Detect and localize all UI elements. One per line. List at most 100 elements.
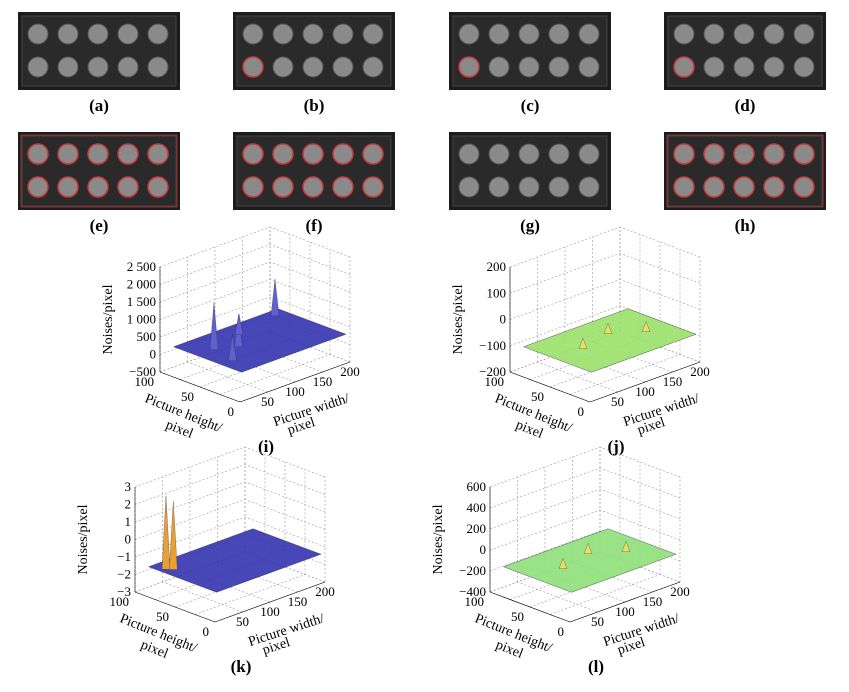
- surface-peak: [234, 313, 244, 335]
- panel-label: (h): [735, 216, 756, 235]
- height-tick-label: 0: [203, 624, 210, 639]
- defect-outline: [20, 134, 178, 208]
- tablet: [518, 176, 540, 198]
- tablet: [578, 56, 600, 78]
- grid-line: [219, 354, 331, 395]
- grid-line: [159, 226, 271, 268]
- z-axis-title: Noises/pixel: [76, 504, 91, 574]
- tablet: [548, 143, 570, 165]
- grid-line: [509, 252, 621, 294]
- width-tick-label: 100: [635, 384, 655, 399]
- tablet: [57, 143, 79, 165]
- grid-line: [509, 279, 621, 320]
- tablet: [147, 56, 169, 78]
- surface-peak: [161, 495, 171, 570]
- surface-peak: [169, 501, 178, 570]
- surface-plot: 2001000−100−20010050050100150200Noises/p…: [451, 226, 710, 456]
- surface-peak: [209, 302, 219, 350]
- tablet: [673, 23, 695, 45]
- tablet: [793, 176, 815, 198]
- width-axis: [239, 361, 351, 403]
- surface-peak: [583, 542, 593, 554]
- z-tick-label: 100: [487, 285, 507, 300]
- tablet: [458, 56, 480, 78]
- surface: [147, 528, 322, 593]
- tablet: [87, 56, 109, 78]
- blister-image: [664, 12, 826, 90]
- tablet: [793, 143, 815, 165]
- blister-image: [18, 12, 180, 90]
- z-tick-label: 200: [487, 259, 507, 274]
- blister-image: [233, 132, 395, 210]
- panel-label: (a): [89, 96, 109, 115]
- tablet: [458, 23, 480, 45]
- tablet: [578, 176, 600, 198]
- tablet: [703, 143, 725, 165]
- height-tick-label: 100: [485, 374, 505, 389]
- surface-plot: 3210−1−2−310050050100150200Noises/pixelP…: [76, 446, 335, 676]
- grid-line: [134, 499, 246, 540]
- width-tick-label: 150: [288, 594, 308, 609]
- height-tick-label: 0: [558, 624, 565, 639]
- panel-label: (f): [306, 216, 323, 235]
- width-tick-label: 150: [313, 374, 333, 389]
- width-tick-label: 100: [285, 384, 305, 399]
- grid-line: [489, 446, 601, 488]
- width-tick-label: 50: [236, 614, 249, 629]
- tablet: [87, 176, 109, 198]
- surface-plot: 6004002000−200−40010050050100150200Noise…: [431, 446, 690, 676]
- panel-label: (i): [258, 437, 274, 456]
- z-tick-label: 200: [467, 521, 487, 536]
- tablet: [548, 56, 570, 78]
- tablet: [117, 143, 139, 165]
- panel-label: (d): [735, 96, 756, 115]
- tablet: [302, 56, 324, 78]
- panel-label: (g): [520, 216, 540, 235]
- width-tick-label: 100: [260, 604, 280, 619]
- surface-peak: [578, 337, 588, 349]
- grid-line: [489, 509, 601, 551]
- tablet: [147, 23, 169, 45]
- tablet: [703, 23, 725, 45]
- tablet: [242, 23, 264, 45]
- surface-peak: [228, 334, 237, 361]
- panel-label: (c): [521, 96, 540, 115]
- height-tick-label: 50: [156, 609, 169, 624]
- width-axis: [569, 581, 681, 623]
- tablet: [332, 56, 354, 78]
- grid-line: [569, 354, 681, 395]
- tablet: [272, 56, 294, 78]
- grid-line: [134, 464, 246, 505]
- panel-label: (e): [90, 216, 109, 235]
- grid-line: [134, 481, 246, 523]
- z-tick-label: −1: [117, 549, 131, 564]
- tablet: [362, 143, 384, 165]
- surface-peak: [603, 322, 613, 334]
- z-tick-label: 0: [500, 312, 507, 327]
- grid-line: [489, 467, 601, 509]
- tablet: [673, 176, 695, 198]
- tablet: [242, 143, 264, 165]
- surface: [522, 308, 697, 373]
- tablet: [488, 56, 510, 78]
- height-tick-label: 0: [228, 404, 235, 419]
- tablet: [362, 23, 384, 45]
- surface: [502, 528, 677, 593]
- height-tick-label: 50: [181, 389, 194, 404]
- height-tick-label: 0: [578, 404, 585, 419]
- z-tick-label: −100: [479, 338, 506, 353]
- grid-line: [489, 488, 601, 530]
- tablet: [578, 143, 600, 165]
- tablet: [488, 23, 510, 45]
- width-tick-label: 200: [690, 364, 710, 379]
- tablet: [763, 143, 785, 165]
- z-tick-label: 2 500: [127, 259, 156, 274]
- z-tick-label: 1 500: [127, 294, 156, 309]
- tablet: [57, 23, 79, 45]
- tablet: [302, 23, 324, 45]
- tablet: [272, 143, 294, 165]
- tablet: [763, 56, 785, 78]
- grid-line: [159, 244, 271, 285]
- z-tick-label: 1 000: [127, 312, 156, 327]
